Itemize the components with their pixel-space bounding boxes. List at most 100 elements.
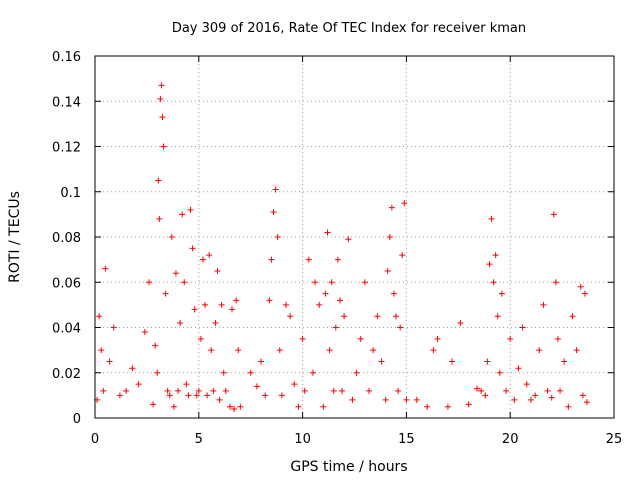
data-point xyxy=(208,347,215,354)
data-point xyxy=(473,385,480,392)
data-point xyxy=(270,209,277,216)
data-point xyxy=(457,319,464,326)
data-point xyxy=(278,392,285,399)
x-tick-label: 15 xyxy=(398,432,415,447)
data-point xyxy=(554,335,561,342)
data-point xyxy=(341,313,348,320)
data-point xyxy=(449,358,456,365)
data-point xyxy=(507,335,514,342)
data-point xyxy=(316,301,323,308)
data-point xyxy=(577,283,584,290)
data-point xyxy=(168,234,175,240)
data-point xyxy=(397,324,404,331)
y-tick-label: 0 xyxy=(73,412,81,427)
data-point xyxy=(274,234,281,240)
data-point xyxy=(164,387,171,394)
data-point xyxy=(370,347,377,354)
data-point xyxy=(494,313,501,320)
data-point xyxy=(282,301,289,308)
data-point xyxy=(262,392,269,399)
data-point xyxy=(299,335,306,342)
data-points xyxy=(94,82,591,412)
data-point xyxy=(357,335,364,342)
data-point xyxy=(330,387,337,394)
data-point xyxy=(287,313,294,320)
y-tick-label: 0.02 xyxy=(52,367,81,382)
data-point xyxy=(162,290,169,297)
data-point xyxy=(565,403,572,410)
data-point xyxy=(276,347,283,354)
data-point xyxy=(374,313,381,320)
data-point xyxy=(465,401,472,408)
data-point xyxy=(220,369,227,376)
data-point xyxy=(324,229,331,236)
data-point xyxy=(434,335,441,342)
data-point xyxy=(579,392,586,399)
data-point xyxy=(197,335,204,342)
data-point xyxy=(187,206,194,213)
data-point xyxy=(204,392,211,399)
data-point xyxy=(320,403,327,410)
x-axis-label: GPS time / hours xyxy=(290,459,407,475)
data-point xyxy=(159,114,166,121)
data-point xyxy=(157,95,164,102)
y-tick-label: 0.04 xyxy=(52,322,81,337)
data-point xyxy=(160,143,167,150)
data-point xyxy=(170,403,177,410)
data-point xyxy=(185,392,192,399)
data-point xyxy=(189,245,196,252)
data-point xyxy=(378,358,385,365)
data-point xyxy=(336,297,343,304)
data-point xyxy=(158,82,165,89)
data-point xyxy=(123,387,130,394)
data-point xyxy=(361,279,368,286)
data-point xyxy=(235,347,242,354)
data-point xyxy=(102,265,109,272)
data-point xyxy=(540,301,547,308)
data-point xyxy=(166,392,173,399)
data-point xyxy=(515,365,522,372)
data-point xyxy=(523,381,530,388)
data-point xyxy=(503,387,510,394)
data-point xyxy=(345,236,352,243)
data-point xyxy=(519,324,526,331)
x-tick-label: 20 xyxy=(502,432,519,447)
data-point xyxy=(154,369,161,376)
data-point xyxy=(349,396,356,403)
data-point xyxy=(301,387,308,394)
data-point xyxy=(492,252,499,259)
data-point xyxy=(548,394,555,401)
y-tick-label: 0.12 xyxy=(52,141,81,156)
y-tick-label: 0.1 xyxy=(60,186,81,201)
data-point xyxy=(339,387,346,394)
y-tick-label: 0.16 xyxy=(52,50,81,65)
x-tick-label: 25 xyxy=(606,432,623,447)
data-point xyxy=(141,329,148,336)
data-point xyxy=(212,319,219,326)
data-point xyxy=(129,365,136,372)
y-tick-label: 0.14 xyxy=(52,95,81,110)
data-point xyxy=(478,387,485,394)
data-point xyxy=(231,405,238,412)
data-point xyxy=(573,347,580,354)
data-point xyxy=(309,369,316,376)
axis-ticks: 0 5 10 15 20 25 0 0.02 0.04 0.06 0.08 0.1 0.12 0.14 0.… xyxy=(52,50,622,447)
x-tick-label: 5 xyxy=(195,432,203,447)
data-point xyxy=(488,215,495,222)
x-tick-label: 0 xyxy=(91,432,99,447)
data-point xyxy=(386,234,393,240)
data-point xyxy=(490,279,497,286)
data-point xyxy=(226,403,233,410)
data-point xyxy=(498,290,505,297)
data-point xyxy=(145,279,152,286)
data-point xyxy=(399,252,406,259)
data-point xyxy=(218,301,225,308)
data-point xyxy=(222,387,229,394)
data-point xyxy=(527,396,534,403)
data-point xyxy=(199,256,206,263)
data-point xyxy=(183,381,190,388)
data-point xyxy=(486,261,493,268)
data-point xyxy=(210,387,217,394)
data-point xyxy=(390,290,397,297)
